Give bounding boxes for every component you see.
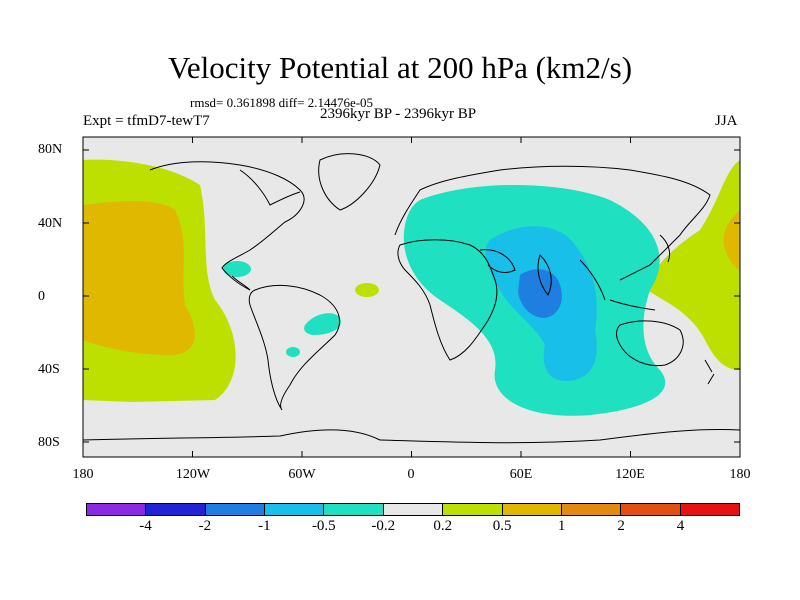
- colorbar-swatch-5: [383, 504, 444, 515]
- contour-south-america-negative: [304, 313, 341, 335]
- lat-label-40s: 40S: [38, 362, 60, 377]
- colorbar-label-6: 0.5: [492, 518, 512, 534]
- colorbar-swatch-0: [87, 504, 147, 515]
- colorbar-swatch-8: [561, 504, 622, 515]
- experiment-label: Expt = tfmD7-tewT7: [83, 113, 210, 129]
- lon-label-120e: 120E: [615, 467, 645, 482]
- colorbar-label-7: 1: [557, 518, 566, 534]
- lat-label-80n: 80N: [38, 142, 63, 157]
- colorbar-swatch-10: [680, 504, 739, 515]
- map-title: Velocity Potential at 200 hPa (km2/s): [167, 50, 633, 85]
- season-label: JJA: [715, 113, 738, 129]
- colorbar: [86, 503, 740, 516]
- colorbar-label-3: -0.5: [311, 518, 336, 534]
- lon-label-180e: 180: [729, 467, 751, 482]
- lon-label-60w: 60W: [288, 467, 316, 482]
- lon-label-60e: 60E: [509, 467, 533, 482]
- period-label: 2396kyr BP - 2396kyr BP: [320, 106, 477, 122]
- stats-text: rmsd= 0.361898 diff= 2.14476e-05: [190, 95, 374, 110]
- contour-brazil-negative: [286, 347, 300, 357]
- contour-caribbean-negative: [223, 261, 251, 277]
- colorbar-swatch-9: [621, 504, 681, 515]
- colorbar-label-8: 2: [617, 518, 625, 534]
- colorbar-label-5: 0.2: [433, 518, 453, 534]
- colorbar-swatch-1: [146, 504, 206, 515]
- colorbar-swatch-7: [502, 504, 562, 515]
- lon-label-0: 0: [407, 467, 415, 482]
- field-layer: [83, 137, 740, 457]
- lon-label-120w: 120W: [175, 467, 211, 482]
- colorbar-swatch-2: [205, 504, 266, 515]
- colorbar-label-2: -1: [258, 518, 271, 534]
- colorbar-label-9: 4: [676, 518, 685, 534]
- axis-ticks: [82, 137, 741, 457]
- colorbar-label-4: -0.2: [371, 518, 396, 534]
- colorbar-swatch-4: [324, 504, 384, 515]
- lat-label-eq: 0: [38, 289, 45, 304]
- colorbar-label-0: -4: [139, 518, 152, 534]
- colorbar-label-1: -2: [198, 518, 212, 534]
- contour-east-high-positive: [723, 210, 740, 270]
- lat-label-40n: 40N: [38, 216, 63, 231]
- contour-east-low-positive: [648, 160, 740, 370]
- lon-label-180w: 180: [72, 467, 94, 482]
- colorbar-swatch-3: [265, 504, 325, 515]
- contour-pacific-high-positive: [83, 201, 195, 355]
- colorbar-swatch-6: [443, 504, 503, 515]
- lat-label-80s: 80S: [38, 435, 60, 450]
- coastlines: [83, 153, 740, 444]
- contour-atlantic-positive: [355, 283, 379, 297]
